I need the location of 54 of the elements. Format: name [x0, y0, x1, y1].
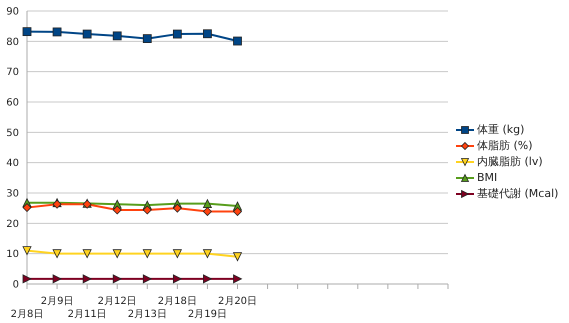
point [203, 274, 212, 284]
point [142, 274, 152, 284]
y-tick-label: 80 [6, 36, 19, 48]
point [22, 27, 32, 36]
x-tick-label: 2月13日 [128, 309, 167, 320]
point [172, 249, 182, 258]
x-tick-label: 2月8日 [10, 309, 44, 320]
point [203, 29, 212, 38]
point [52, 274, 62, 284]
point [22, 246, 32, 256]
point [172, 30, 182, 38]
point [233, 207, 242, 216]
point [52, 28, 62, 36]
y-tick-label: 70 [6, 67, 19, 78]
y-tick-label: 40 [6, 158, 19, 170]
legend-label: 基礎代謝 (Mcal) [477, 186, 558, 201]
point [172, 274, 182, 284]
point [112, 31, 122, 40]
point [22, 203, 32, 212]
point [142, 34, 152, 44]
point [233, 252, 242, 262]
point [203, 207, 212, 216]
legend-label: 体脂肪 (%) [477, 138, 533, 153]
y-tick-label: 50 [6, 128, 19, 139]
point [203, 199, 212, 208]
x-tick-label: 2月19日 [188, 309, 227, 320]
x-tick-label: 2月18日 [158, 296, 197, 307]
x-tick-label: 2月11日 [68, 309, 107, 320]
point [82, 30, 92, 38]
x-tick-label: 2月12日 [98, 296, 137, 307]
y-tick-label: 60 [6, 98, 19, 109]
point [112, 249, 122, 258]
point [203, 249, 212, 258]
y-tick-label: 30 [6, 188, 19, 200]
point [22, 274, 32, 284]
y-tick-label: 20 [6, 218, 19, 230]
point [52, 249, 62, 258]
x-tick-label: 2月20日 [218, 296, 258, 307]
point [233, 36, 242, 46]
point [112, 274, 122, 284]
point [82, 274, 92, 284]
y-tick-label: 0 [12, 280, 19, 291]
point [142, 249, 152, 258]
point [172, 204, 182, 213]
y-tick-label: 90 [6, 6, 19, 18]
y-tick-label: 10 [6, 249, 19, 260]
point [112, 206, 122, 214]
legend-label: 内臓脂肪 (lv) [477, 154, 543, 169]
legend-label: 体重 (kg) [477, 122, 524, 137]
point [233, 274, 242, 284]
point [142, 206, 152, 214]
point [82, 249, 92, 258]
x-tick-label: 2月9日 [40, 296, 74, 307]
legend-label: BMI [477, 171, 498, 184]
